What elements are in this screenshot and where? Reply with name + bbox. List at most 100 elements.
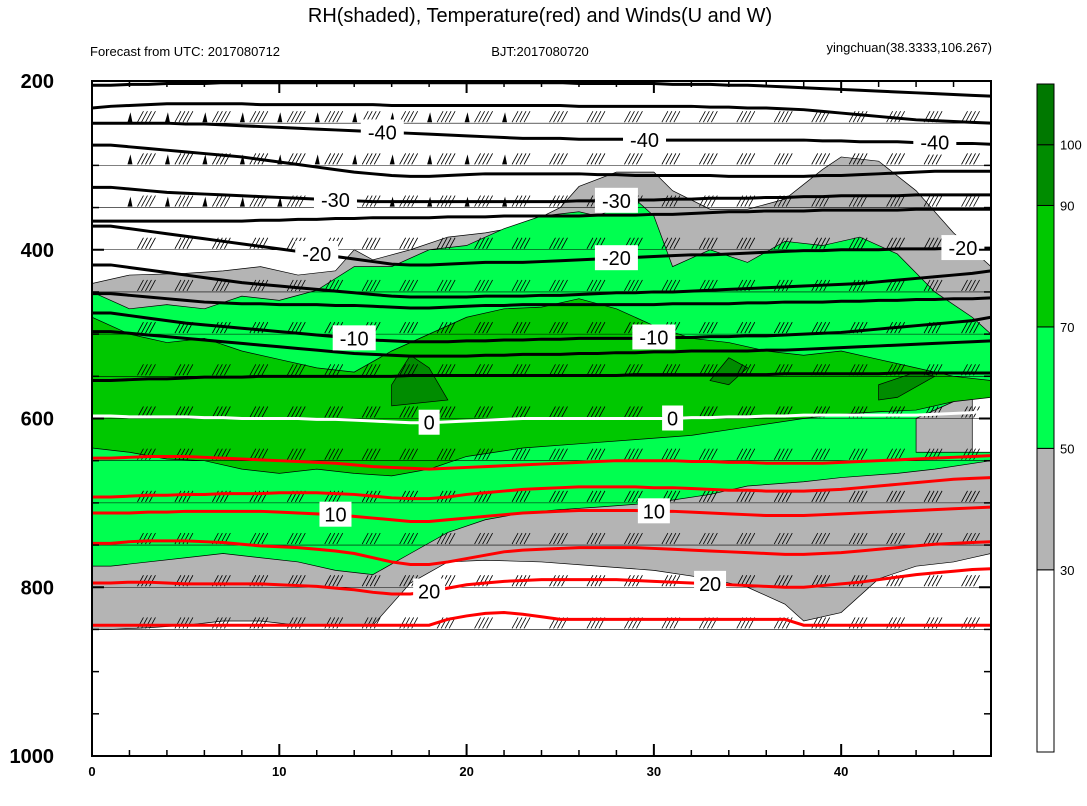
wind-barb <box>407 532 415 545</box>
wind-barb <box>736 490 744 503</box>
wind-barb <box>590 490 598 503</box>
wind-barb <box>373 448 381 460</box>
wind-barb <box>336 110 344 123</box>
wind-barb <box>373 279 381 292</box>
wind-barb <box>927 237 935 249</box>
wind-barb <box>220 195 227 207</box>
wind-barb <box>212 110 219 123</box>
wind-barb <box>411 279 419 292</box>
wind-barb <box>886 153 893 165</box>
wind-barb <box>515 364 523 376</box>
wind-barb <box>586 364 594 376</box>
wind-barb <box>848 448 856 460</box>
wind-barb <box>411 406 419 418</box>
wind-barb <box>478 321 485 334</box>
wind-barb <box>669 195 677 207</box>
wind-barb <box>624 279 631 292</box>
wind-barb <box>773 575 781 587</box>
temperature-contour-layer <box>92 81 991 627</box>
wind-barb <box>212 279 219 292</box>
wind-barb <box>294 110 302 123</box>
wind-barb <box>286 279 294 292</box>
contour-label-box <box>632 324 676 350</box>
wind-barb <box>486 364 493 376</box>
wind-barb <box>594 279 602 292</box>
temperature-contour <box>92 207 991 223</box>
wind-barb <box>736 153 744 165</box>
wind-barb <box>373 406 381 418</box>
wind-pennant <box>239 112 245 123</box>
wind-barb <box>515 279 523 292</box>
wind-barb <box>710 237 718 249</box>
wind-barb <box>636 110 643 123</box>
wind-barb <box>898 153 905 165</box>
wind-barb <box>515 532 523 545</box>
colorbar: 30 50 70 90 100 <box>1036 83 1082 753</box>
wind-barb <box>290 237 298 249</box>
wind-barb <box>785 532 793 545</box>
wind-barb <box>748 490 756 503</box>
wind-barb <box>661 153 669 165</box>
wind-barb <box>777 532 785 545</box>
wind-barb <box>886 448 893 460</box>
wind-barb <box>632 153 639 165</box>
wind-barb <box>553 110 560 123</box>
wind-barb <box>781 153 789 165</box>
wind-barb <box>931 153 939 165</box>
wind-barb <box>973 110 980 123</box>
wind-barb <box>290 364 298 376</box>
wind-barb <box>748 532 756 545</box>
wind-barb <box>440 110 448 123</box>
wind-barb <box>969 321 976 334</box>
y-tick-label: 600 <box>21 409 54 431</box>
wind-barb <box>519 321 527 334</box>
wind-barb <box>474 110 481 123</box>
wind-barb <box>486 110 493 123</box>
wind-barb <box>927 279 935 292</box>
wind-barb <box>969 575 976 587</box>
wind-barb <box>736 321 744 334</box>
wind-pennant <box>314 112 320 123</box>
wind-pennant <box>127 196 133 207</box>
wind-barb <box>665 195 673 207</box>
wind-barb <box>511 532 519 545</box>
wind-barb <box>894 237 901 249</box>
wind-barb <box>815 153 823 165</box>
wind-barb <box>141 237 148 249</box>
forecast-time-label: Forecast from UTC: 2017080712 <box>90 44 280 59</box>
wind-barb <box>332 153 340 165</box>
wind-barb <box>973 153 980 165</box>
plot-area: -40 -40 -40 -30 -30 -20 -20 -20 -10 -10 0 0 10 10 20 20 <box>92 81 991 756</box>
wind-barb <box>553 448 560 460</box>
wind-pennant <box>127 154 133 165</box>
wind-barb <box>852 279 860 292</box>
wind-barb <box>399 364 407 376</box>
wind-barb <box>407 364 415 376</box>
wind-barb <box>632 110 639 123</box>
wind-barb <box>860 237 868 249</box>
wind-barb <box>923 279 931 292</box>
wind-barb <box>819 448 827 460</box>
wind-barb <box>436 532 444 545</box>
wind-barb <box>249 110 257 123</box>
wind-barb <box>852 153 860 165</box>
wind-barb <box>594 448 602 460</box>
wind-barb <box>523 321 531 334</box>
wind-barb <box>665 153 673 165</box>
wind-barb <box>785 490 793 503</box>
wind-barb <box>894 448 901 460</box>
wind-barb <box>781 575 789 587</box>
wind-barb <box>561 532 568 545</box>
wind-barb <box>294 321 302 334</box>
wind-barb <box>182 279 190 292</box>
wind-barb <box>561 279 568 292</box>
wind-barb <box>961 575 968 587</box>
wind-barb <box>748 321 756 334</box>
wind-barb <box>515 617 523 629</box>
wind-barb <box>399 279 407 292</box>
wind-barb <box>815 575 823 587</box>
wind-barb <box>523 406 531 418</box>
wind-barb <box>141 153 148 165</box>
contour-label: -30 <box>321 190 350 212</box>
